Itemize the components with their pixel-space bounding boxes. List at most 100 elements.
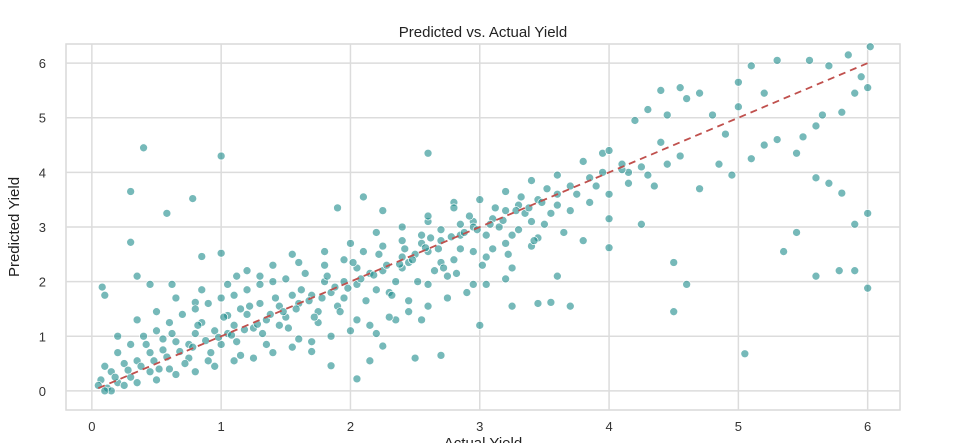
data-point	[585, 173, 595, 183]
data-point	[397, 236, 407, 246]
x-tick-label: 5	[735, 419, 742, 434]
data-point	[281, 274, 291, 284]
data-point	[167, 329, 177, 338]
data-point	[371, 228, 381, 237]
data-point	[811, 271, 821, 281]
data-point	[126, 237, 136, 247]
data-point	[216, 248, 226, 258]
data-point	[197, 285, 207, 295]
data-point	[93, 381, 103, 390]
data-point	[287, 249, 297, 259]
y-tick-label: 4	[39, 165, 46, 180]
data-point	[465, 211, 474, 221]
data-point	[326, 331, 336, 341]
data-point	[262, 340, 271, 349]
data-point	[249, 353, 258, 363]
data-point	[811, 121, 821, 131]
data-point	[219, 312, 229, 322]
data-point	[214, 332, 223, 342]
data-point	[371, 329, 381, 338]
data-point	[604, 243, 614, 253]
data-point	[443, 271, 452, 281]
data-point	[346, 239, 355, 248]
data-point	[456, 219, 465, 229]
y-tick-label: 3	[39, 220, 46, 235]
data-point	[274, 320, 284, 330]
data-point	[413, 277, 423, 286]
data-point	[452, 269, 461, 278]
data-point	[268, 348, 278, 357]
data-point	[501, 206, 510, 215]
data-point	[695, 88, 704, 98]
data-point	[236, 351, 245, 360]
data-point	[141, 340, 151, 349]
data-point	[136, 361, 146, 371]
data-point	[759, 88, 769, 98]
data-point	[171, 337, 181, 347]
data-point	[546, 298, 556, 307]
data-point	[268, 260, 278, 270]
data-point	[572, 189, 582, 199]
data-point	[439, 263, 448, 273]
data-point	[132, 378, 142, 388]
y-axis-label: Predicted Yield	[6, 177, 23, 277]
data-point	[165, 364, 174, 374]
data-point	[417, 315, 426, 325]
data-point	[190, 367, 200, 377]
data-point	[423, 148, 433, 158]
data-point	[565, 206, 575, 215]
data-point	[565, 301, 575, 311]
data-point	[675, 83, 685, 93]
data-point	[434, 244, 443, 254]
data-points	[93, 42, 875, 396]
data-point	[236, 304, 245, 314]
data-point	[507, 230, 517, 240]
data-point	[171, 293, 181, 303]
data-point	[158, 334, 168, 344]
data-point	[798, 132, 808, 142]
data-point	[245, 301, 254, 311]
data-point	[317, 293, 327, 303]
data-point	[387, 290, 397, 300]
data-point	[371, 285, 381, 295]
data-point	[863, 208, 873, 218]
data-point	[501, 239, 510, 248]
data-point	[322, 271, 332, 281]
data-point	[154, 364, 164, 374]
x-axis-label: Actual Yield	[444, 435, 522, 443]
data-point	[210, 361, 220, 371]
data-point	[361, 296, 371, 306]
data-point	[824, 178, 834, 188]
y-tick-label: 2	[39, 275, 46, 290]
data-point	[527, 176, 536, 185]
data-point	[708, 110, 717, 120]
x-tick-label: 4	[605, 419, 612, 434]
data-point	[850, 266, 860, 276]
data-point	[436, 351, 446, 360]
data-point	[637, 162, 646, 172]
data-point	[417, 230, 426, 240]
data-point	[296, 285, 306, 295]
data-point	[123, 365, 133, 375]
data-point	[637, 219, 646, 229]
data-point	[145, 348, 155, 357]
data-point	[216, 151, 226, 161]
data-point	[490, 203, 500, 213]
data-point	[190, 304, 200, 314]
data-point	[462, 288, 472, 297]
data-point	[229, 356, 239, 366]
data-point	[552, 200, 562, 210]
data-point	[400, 244, 410, 254]
data-point	[326, 361, 336, 371]
data-point	[335, 307, 345, 317]
data-point	[291, 304, 301, 314]
y-tick-label: 0	[39, 384, 46, 399]
data-point	[501, 274, 510, 284]
data-point	[284, 323, 293, 333]
data-point	[307, 347, 317, 356]
data-point	[268, 277, 278, 286]
data-point	[232, 337, 242, 347]
data-point	[152, 375, 161, 385]
data-point	[669, 258, 679, 267]
data-point	[446, 232, 456, 242]
